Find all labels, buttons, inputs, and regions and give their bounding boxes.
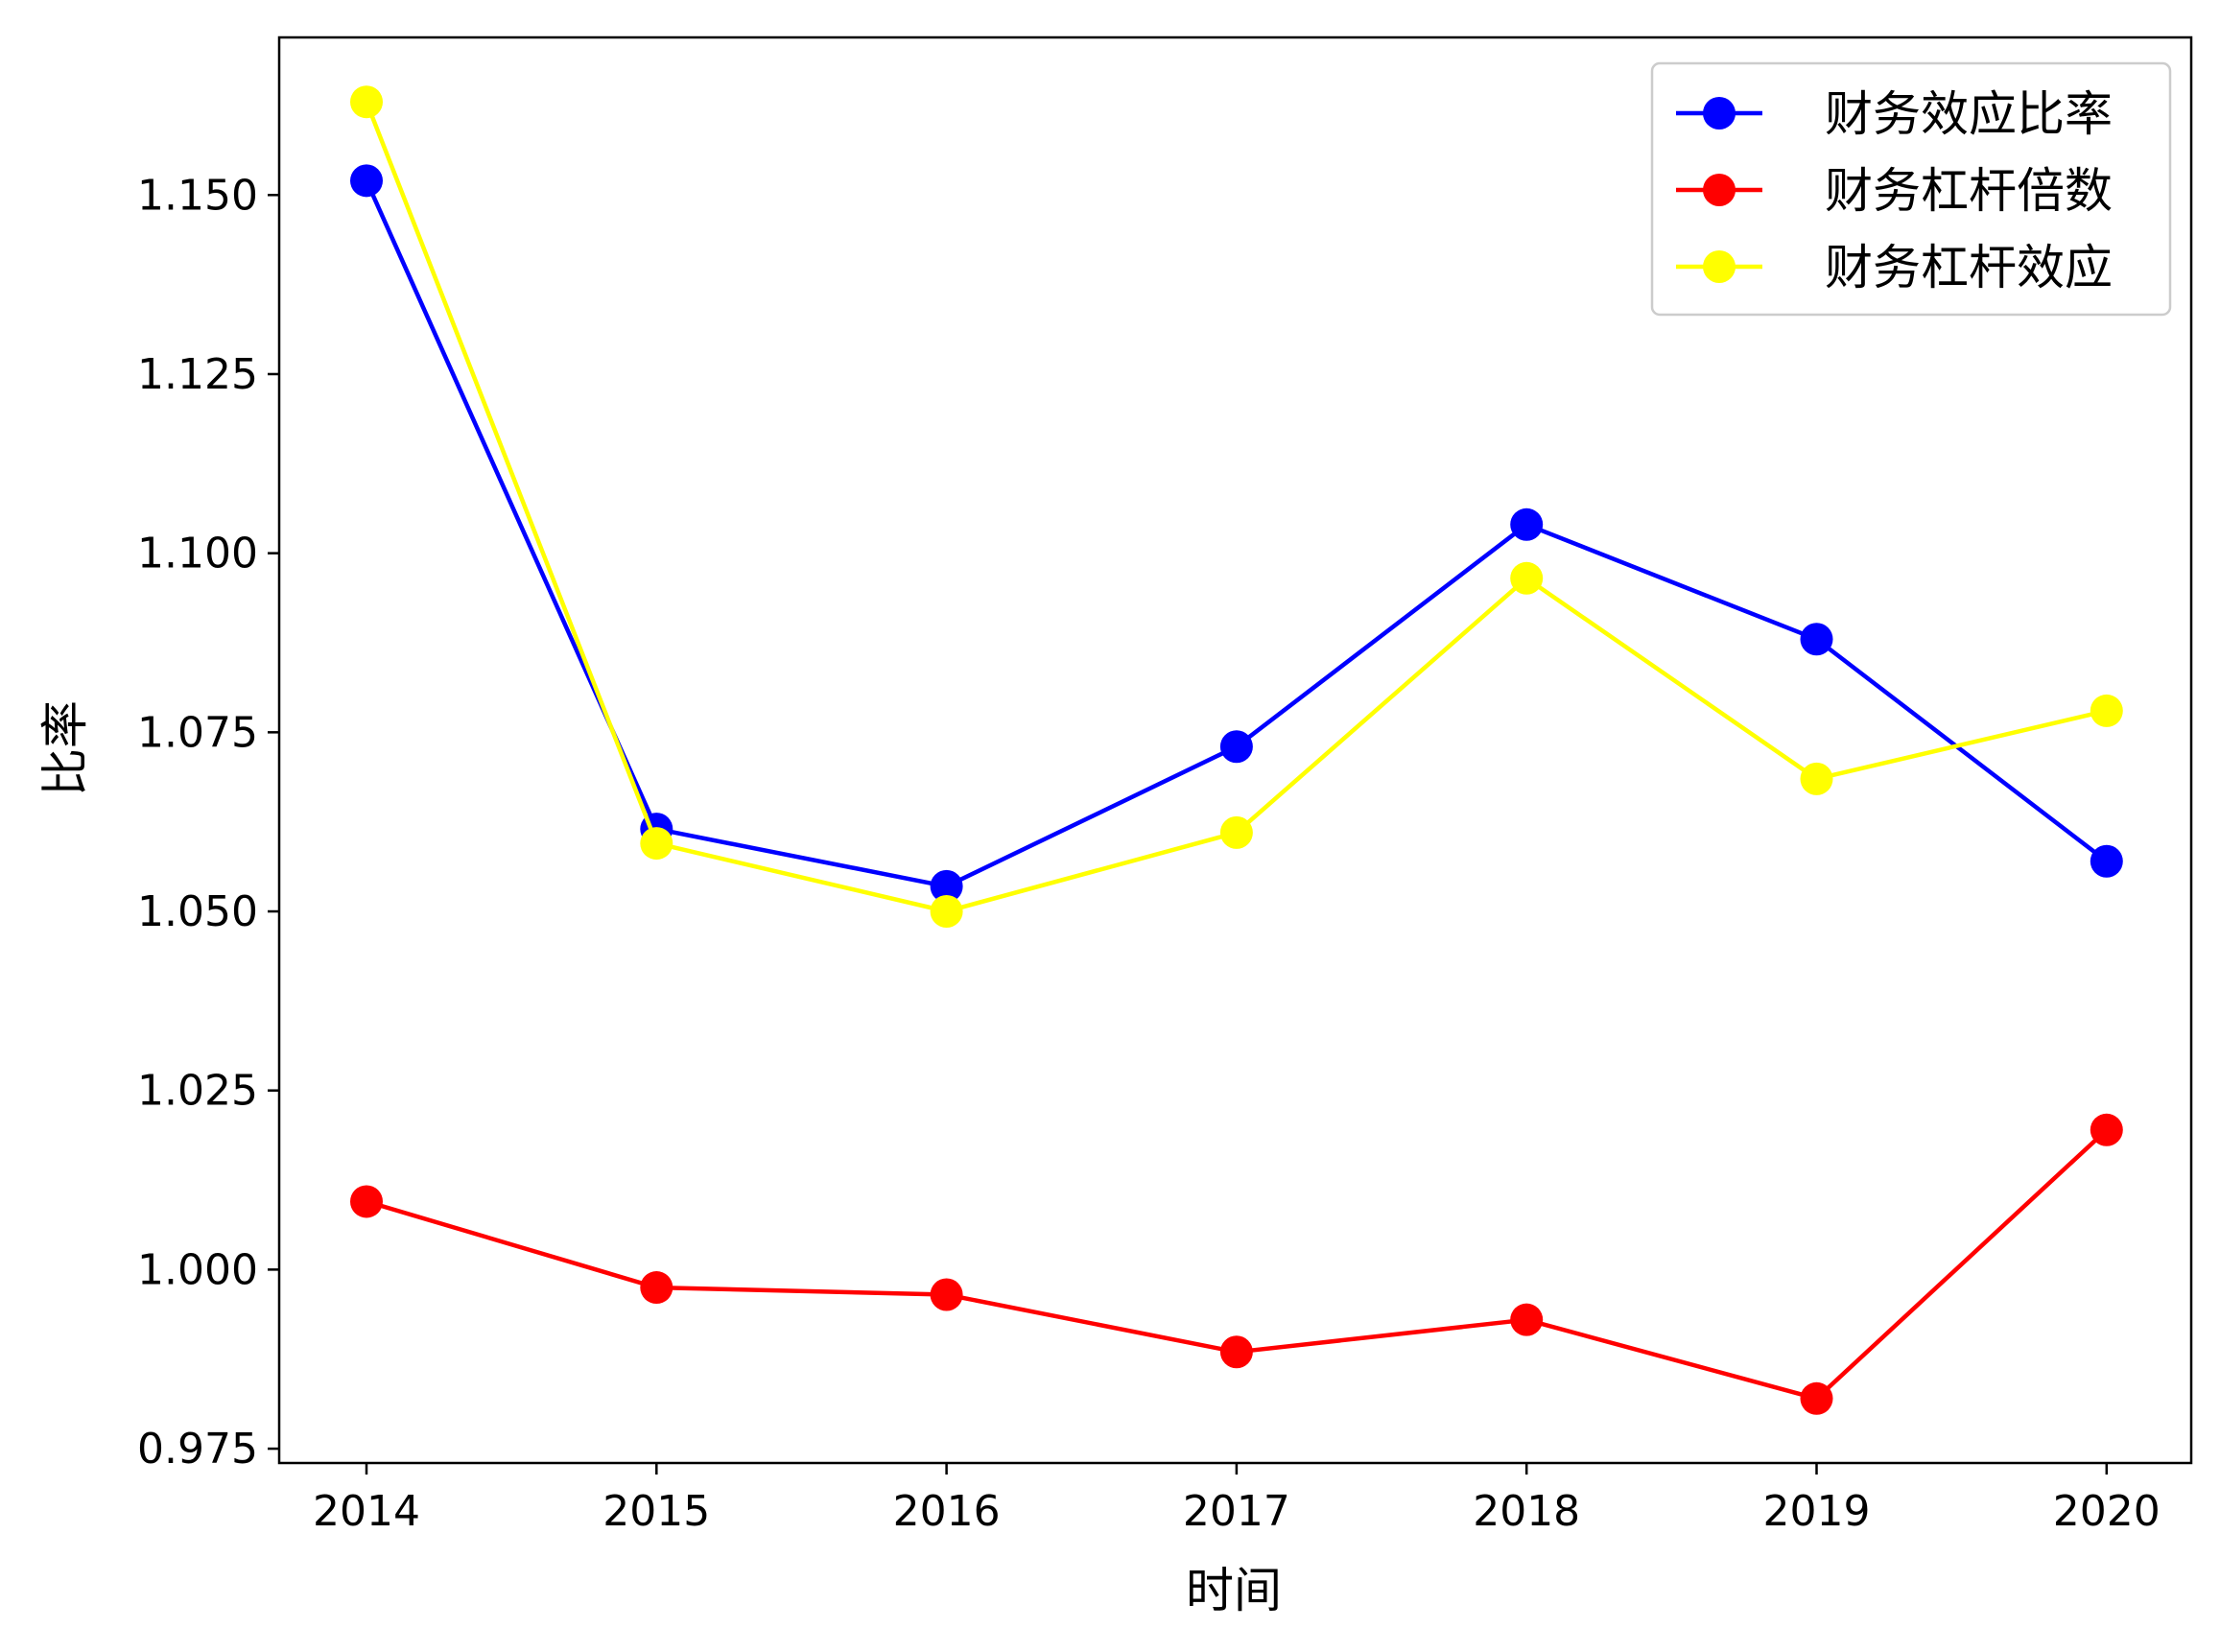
data-point [930,869,963,903]
x-tick-label: 2018 [1473,1487,1580,1536]
x-tick-label: 2017 [1183,1487,1290,1536]
data-point [1800,762,1833,795]
legend-entry: 财务杠杆效应 [1676,240,2113,295]
data-point [930,1278,963,1311]
data-point [350,1185,383,1218]
y-tick-label: 1.025 [137,1067,258,1116]
x-tick-label: 2015 [602,1487,710,1536]
legend-entry: 财务杠杆倍数 [1676,163,2113,219]
y-tick-label: 1.075 [137,708,258,757]
x-tick-label: 2016 [893,1487,1001,1536]
y-axis-title: 比率 [37,700,93,796]
data-point [1510,561,1544,595]
legend-marker [1703,97,1736,130]
series-2 [350,1113,2123,1415]
x-axis: 2014 2015 2016 2017 2018 2019 2020 [313,1463,2161,1536]
series-3 [350,85,2123,929]
data-point [350,85,383,119]
plot-frame [277,35,2193,1465]
y-tick-label: 0.975 [137,1425,258,1474]
data-point [640,1271,673,1305]
data-point [1219,730,1253,764]
x-tick-label: 2020 [2053,1487,2161,1536]
x-axis-title: 时间 [1186,1563,1282,1618]
legend-marker [1703,174,1736,206]
x-tick-label: 2014 [313,1487,420,1536]
legend-entry: 财务效应比率 [1676,86,2113,142]
legend-label: 财务杠杆效应 [1825,240,2113,295]
series-layer [350,85,2123,1415]
legend-box [1650,61,2172,317]
x-tick-label: 2019 [1763,1487,1871,1536]
plot-area [277,35,2193,1465]
data-point [640,827,673,861]
data-point [2090,1113,2123,1146]
data-point [930,895,963,929]
y-tick-label: 1.125 [137,350,258,399]
data-point [1219,1335,1253,1369]
data-point [1800,623,1833,656]
data-point [1800,1381,1833,1415]
y-tick-label: 1.100 [137,530,258,578]
legend-marker [1703,250,1736,283]
data-point [1219,815,1253,849]
legend-label: 财务效应比率 [1825,86,2113,142]
data-point [350,164,383,198]
data-point [2090,844,2123,878]
y-tick-label: 1.150 [137,171,258,220]
data-point [1510,1303,1544,1336]
data-point [2090,694,2123,727]
legend-label: 财务杠杆倍数 [1825,163,2113,219]
y-tick-label: 1.000 [137,1245,258,1294]
data-point [1510,507,1544,541]
y-axis: 0.975 1.000 1.025 1.050 1.075 1.100 1.125 1.150 [137,171,279,1474]
y-tick-label: 1.050 [137,887,258,936]
